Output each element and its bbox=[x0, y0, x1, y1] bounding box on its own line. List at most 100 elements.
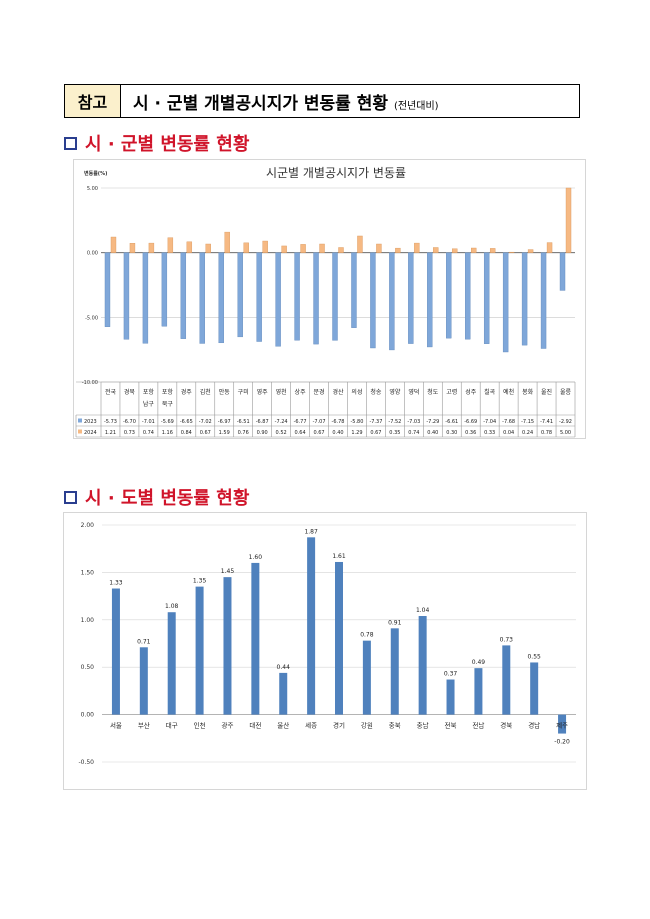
chart2-data-label: 0.37 bbox=[444, 671, 458, 678]
chart1-bar-2023 bbox=[540, 252, 547, 349]
chart1-bar-2024 bbox=[546, 242, 553, 253]
chart2-data-label: 0.91 bbox=[388, 619, 402, 626]
chart1-frame: 시군별 개별공시지가 변동률 변동률(%) 5.00 0.00 -5.00 -10.00 전… bbox=[73, 159, 586, 439]
chart1-legend-swatch bbox=[78, 418, 82, 423]
chart2-ytick-label: 2.00 bbox=[81, 522, 95, 529]
chart1-bar-2024 bbox=[395, 247, 401, 253]
chart2-ytick-label: 1.00 bbox=[81, 617, 95, 624]
chart1-bar-2024 bbox=[338, 247, 344, 253]
chart1-category-label: 전국 bbox=[105, 388, 117, 396]
chart2-bar bbox=[279, 672, 288, 715]
chart1-table-cell: 0.35 bbox=[389, 430, 400, 436]
chart1-table-cell: 1.16 bbox=[162, 430, 173, 436]
reference-title: 시 · 군별 개별공시지가 변동률 현황 (전년대비) bbox=[121, 89, 439, 114]
chart1-table-cell: -7.15 bbox=[521, 419, 534, 425]
chart1-table-cell: -7.68 bbox=[502, 419, 515, 425]
chart1-category-label: 안동 bbox=[219, 388, 231, 396]
chart1-table-cell: -7.04 bbox=[483, 419, 496, 425]
chart1-table-cell: 0.67 bbox=[370, 430, 381, 436]
chart2-data-label: 0.71 bbox=[137, 638, 151, 645]
chart1-table-cell: -6.70 bbox=[123, 419, 136, 425]
chart1-category-label: 문경 bbox=[314, 389, 325, 396]
chart2-ytick-label: -0.50 bbox=[78, 759, 94, 766]
chart2-data-label: 0.78 bbox=[360, 632, 374, 639]
chart1-table-cell: 0.64 bbox=[295, 430, 306, 436]
chart1-legend-swatch bbox=[78, 429, 82, 434]
chart1-category-label: 영양 bbox=[389, 388, 401, 396]
chart2-category-label: 제주 bbox=[556, 722, 568, 730]
chart2-category-label: 경기 bbox=[333, 721, 345, 730]
chart1-category-label: 포항 bbox=[162, 388, 174, 396]
chart1-bar-2024 bbox=[148, 242, 155, 253]
chart1-table-cell: 1.59 bbox=[219, 430, 230, 436]
chart2-bar bbox=[195, 586, 204, 715]
chart1-table-cell: 0.84 bbox=[181, 430, 192, 436]
checkbox-icon bbox=[64, 490, 77, 504]
chart1-bar-2023 bbox=[256, 252, 262, 342]
chart1-svg: 시군별 개별공시지가 변동률 변동률(%) 5.00 0.00 -5.00 -10.00 전… bbox=[75, 166, 576, 438]
chart2-category-label: 전북 bbox=[445, 721, 457, 730]
chart1-table-cell: 0.76 bbox=[238, 430, 249, 436]
chart2-bar bbox=[446, 679, 455, 715]
chart1-ytick-label: -10.00 bbox=[82, 380, 98, 386]
chart1-bar-2023 bbox=[104, 252, 111, 327]
chart1-bar-2024 bbox=[452, 248, 458, 253]
chart2-category-label: 강원 bbox=[361, 721, 373, 730]
chart2-bar bbox=[307, 537, 316, 715]
chart1-bar-2024 bbox=[508, 251, 515, 253]
chart2-data-label: 0.49 bbox=[472, 659, 486, 666]
chart1-category-label: 상주 bbox=[295, 388, 307, 396]
chart1-table-cell: 0.74 bbox=[143, 430, 154, 436]
chart1-legend-label: 2024 bbox=[84, 430, 97, 436]
chart2-category-label: 대전 bbox=[249, 721, 261, 730]
chart2-data-label: 0.55 bbox=[527, 653, 541, 660]
reference-title-text: 시 · 군별 개별공시지가 변동률 현황 bbox=[133, 93, 389, 114]
chart1-legend-label: 2023 bbox=[84, 419, 97, 425]
chart1-bar-2024 bbox=[376, 243, 382, 253]
chart1-table-cell: 0.67 bbox=[313, 430, 324, 436]
chart1-bar-2023 bbox=[351, 252, 357, 328]
chart1-bar-2023 bbox=[389, 252, 395, 351]
chart2-data-label: 1.60 bbox=[249, 554, 263, 561]
chart1-table-cell: 0.33 bbox=[484, 430, 495, 436]
chart1-table-cell: -6.65 bbox=[180, 419, 193, 425]
chart1-category-label: 경산 bbox=[332, 388, 344, 396]
chart1-bar-2023 bbox=[332, 252, 338, 341]
chart1-bar-2023 bbox=[408, 252, 414, 344]
chart1-table-cell: 0.90 bbox=[257, 430, 268, 436]
chart1-bar-2024 bbox=[243, 242, 249, 253]
chart1-category-label: 포항 bbox=[143, 388, 155, 396]
chart2-bar bbox=[167, 612, 176, 715]
chart1-table-cell: 0.67 bbox=[200, 430, 211, 436]
chart1-table-cell: -7.24 bbox=[275, 419, 288, 425]
chart1-bar-2023 bbox=[559, 252, 566, 291]
chart2-bar bbox=[558, 714, 567, 734]
chart1-table-cell: -7.01 bbox=[142, 419, 155, 425]
chart1-bar-2023 bbox=[370, 252, 376, 349]
chart2-data-label: 1.35 bbox=[193, 578, 207, 585]
chart1-ytick-label: 5.00 bbox=[87, 186, 98, 192]
chart1-category-label: 울릉 bbox=[560, 389, 572, 396]
chart1-bar-2024 bbox=[224, 231, 230, 253]
chart1-bar-2023 bbox=[123, 252, 130, 340]
chart2-category-label: 경북 bbox=[500, 721, 512, 730]
chart1-bar-2023 bbox=[142, 252, 149, 344]
chart1-category-label: 고령 bbox=[446, 388, 457, 396]
chart1-table-cell: -2.92 bbox=[559, 419, 572, 425]
chart1-bar-2023 bbox=[218, 252, 224, 344]
chart2-category-label: 경남 bbox=[528, 721, 540, 730]
chart2-category-label: 세종 bbox=[305, 721, 317, 730]
chart1-category-label: 경주 bbox=[181, 389, 193, 396]
chart1-table-cell: 0.04 bbox=[503, 430, 514, 436]
chart1-category-label: 봉화 bbox=[522, 388, 534, 396]
chart2-category-label: 충북 bbox=[389, 721, 401, 730]
chart1-bar-2024 bbox=[357, 235, 363, 253]
chart1-table-cell: 0.78 bbox=[541, 430, 552, 436]
checkbox-icon bbox=[64, 136, 77, 150]
chart1-bar-2023 bbox=[199, 252, 205, 344]
chart1-title: 시군별 개별공시지가 변동률 bbox=[266, 166, 406, 180]
chart2-category-label: 충남 bbox=[417, 721, 429, 730]
chart2-bar bbox=[390, 628, 399, 715]
chart1-category-label: 청도 bbox=[427, 389, 439, 396]
chart2-ytick-label: 0.50 bbox=[81, 664, 95, 671]
